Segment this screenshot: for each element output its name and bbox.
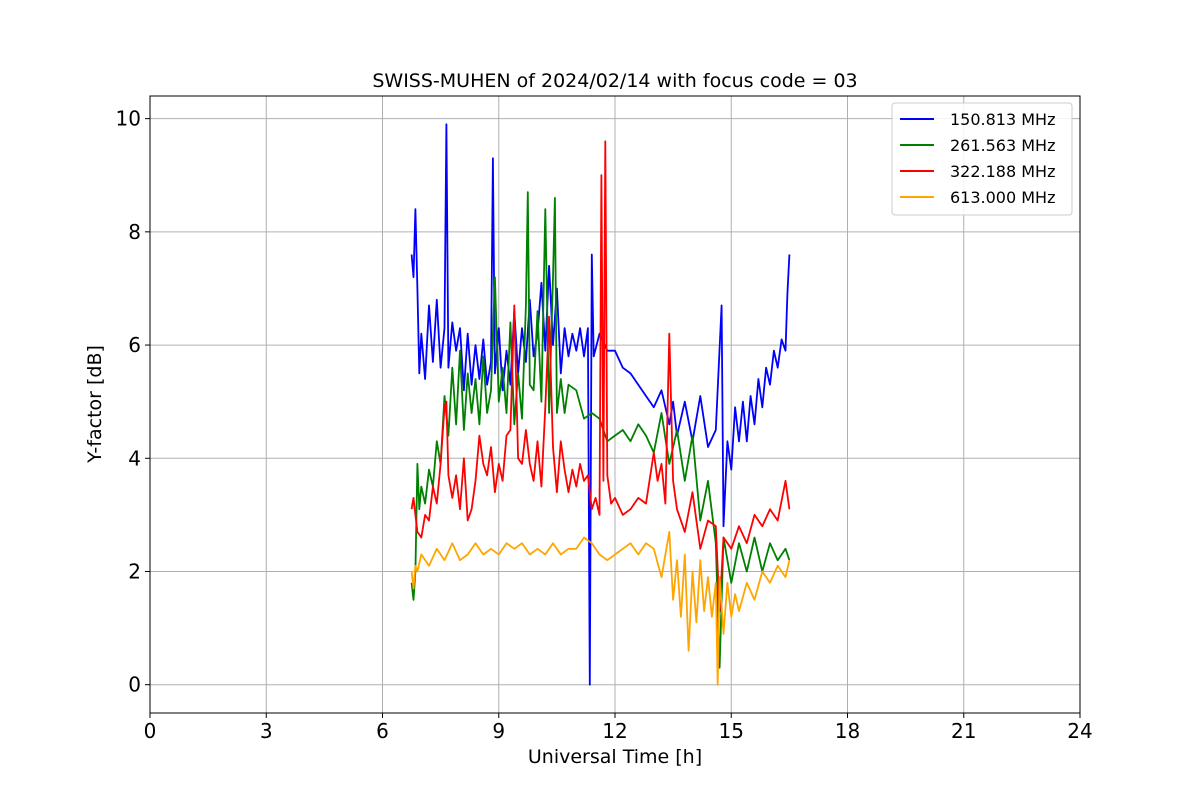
y-axis-label: Y-factor [dB] [84,345,106,464]
y-tick-label: 6 [128,333,141,357]
x-tick-label: 24 [1067,719,1092,743]
series-line-261-563-mhz [410,191,791,669]
y-tick-label: 8 [128,220,141,244]
chart-title: SWISS-MUHEN of 2024/02/14 with focus cod… [372,70,857,92]
series-line-613-000-mhz [410,531,791,686]
legend-box [891,102,1073,216]
x-tick-label: 9 [492,719,505,743]
x-tick-label: 21 [951,719,976,743]
x-tick-label: 0 [144,719,157,743]
x-tick-label: 3 [260,719,273,743]
legend-entry: 150.813 MHz [950,110,1055,129]
series-layer [410,123,791,686]
legend-entry: 261.563 MHz [950,136,1055,155]
x-tick-label: 6 [376,719,389,743]
x-tick-label: 18 [835,719,860,743]
x-tick-label: 15 [719,719,744,743]
y-tick-label: 10 [116,107,141,131]
x-tick-label: 12 [602,719,627,743]
y-tick-label: 0 [128,673,141,697]
x-axis-ticks: 0 3 6 9 12 15 18 21 24 [144,713,1093,743]
legend-entry: 322.188 MHz [950,162,1055,181]
legend: 150.813 MHz 261.563 MHz 322.188 MHz 613.000… [891,102,1073,216]
series-line-150-813-mhz [410,123,791,686]
x-axis-label: Universal Time [h] [528,746,702,768]
legend-entry: 613.000 MHz [950,188,1055,207]
y-axis-ticks: 0 2 4 6 8 10 [116,107,150,697]
series-line-322-188-mhz [410,140,791,612]
y-tick-label: 4 [128,446,141,470]
y-tick-label: 2 [128,559,141,583]
